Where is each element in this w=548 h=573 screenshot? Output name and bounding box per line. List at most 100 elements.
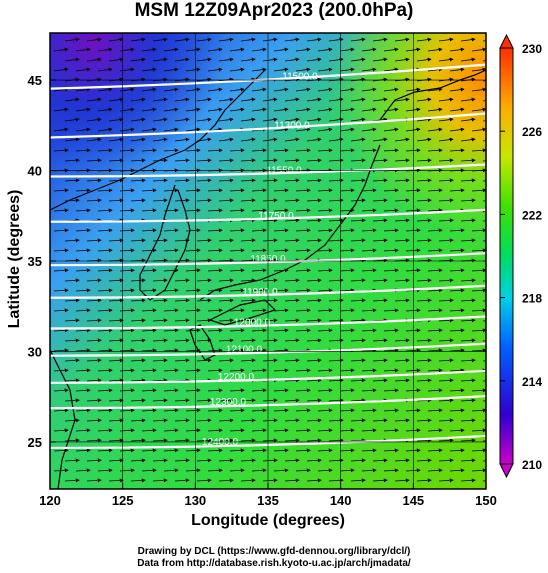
wind-arrow (394, 158, 410, 163)
wind-arrow (64, 37, 80, 42)
wind-arrow (86, 37, 102, 42)
wind-arrow (75, 87, 91, 92)
wind-arrow (130, 278, 146, 283)
wind-arrow (449, 468, 465, 473)
wind-arrow (427, 87, 443, 92)
wind-arrow (185, 148, 201, 153)
wind-arrow (284, 418, 300, 423)
wind-arrow (339, 268, 355, 273)
contour-label: 12100.0 (226, 345, 263, 356)
wind-arrow (339, 127, 355, 132)
wind-arrow (86, 158, 102, 163)
wind-arrow (53, 368, 69, 373)
grid-lines (50, 33, 486, 489)
wind-arrow (218, 117, 234, 122)
wind-arrow (97, 288, 113, 293)
wind-arrow (251, 47, 267, 52)
wind-arrow (207, 47, 223, 52)
wind-arrow (416, 218, 432, 223)
wind-arrow (163, 268, 179, 273)
wind-arrow (97, 348, 113, 353)
wind-arrow (163, 468, 179, 473)
wind-arrow (86, 137, 102, 142)
wind-arrow (218, 57, 234, 62)
wind-arrow (185, 468, 201, 473)
wind-arrow (229, 348, 245, 353)
wind-arrow (108, 458, 124, 463)
wind-arrow (196, 117, 212, 122)
wind-arrow (295, 87, 311, 92)
wind-arrow (317, 107, 333, 112)
wind-arrow (405, 228, 421, 233)
colorbar-top-triangle (499, 33, 514, 49)
wind-arrow (86, 358, 102, 363)
wind-arrow (163, 428, 179, 433)
wind-arrow (207, 408, 223, 413)
wind-arrow (196, 158, 212, 163)
wind-arrow (273, 348, 289, 353)
wind-arrow (339, 408, 355, 413)
wind-arrow (86, 458, 102, 463)
wind-arrow (372, 198, 388, 203)
wind-arrow (317, 388, 333, 393)
wind-arrow (119, 228, 135, 233)
wind-arrow (64, 318, 80, 323)
wind-arrow (196, 57, 212, 62)
wind-arrow (152, 117, 168, 122)
wind-arrow (75, 148, 91, 153)
wind-arrow (394, 458, 410, 463)
wind-arrow (196, 318, 212, 323)
wind-arrow (152, 378, 168, 383)
wind-arrow (471, 428, 486, 433)
wind-arrow (427, 248, 443, 253)
wind-arrow (218, 438, 234, 443)
wind-arrow (284, 158, 300, 163)
wind-arrow (460, 137, 476, 142)
contour-label: 11300.0 (274, 120, 310, 131)
wind-arrow (174, 438, 190, 443)
wind-arrow (405, 448, 421, 453)
wind-arrow (207, 67, 223, 72)
wind-arrow (141, 368, 157, 373)
wind-arrow (64, 438, 80, 443)
wind-arrow (383, 348, 399, 353)
wind-arrow (449, 107, 465, 112)
wind-arrow (394, 97, 410, 102)
wind-arrow (284, 97, 300, 102)
wind-arrow (361, 87, 377, 92)
wind-arrow (163, 308, 179, 313)
wind-arrow (75, 328, 91, 333)
wind-arrow (405, 348, 421, 353)
wind-arrow (471, 127, 486, 132)
wind-arrow (295, 468, 311, 473)
wind-arrow (284, 378, 300, 383)
wind-arrow (130, 438, 146, 443)
wind-arrow (119, 148, 135, 153)
wind-arrow (75, 368, 91, 373)
wind-arrow (174, 178, 190, 183)
wind-arrow (64, 298, 80, 303)
wind-arrow (251, 328, 267, 333)
wind-arrow (64, 158, 80, 163)
wind-arrow (372, 178, 388, 183)
wind-arrow (317, 428, 333, 433)
wind-arrow (350, 418, 366, 423)
wind-arrow (438, 298, 454, 303)
wind-arrow (339, 368, 355, 373)
wind-arrow (295, 47, 311, 52)
wind-arrow (185, 448, 201, 453)
wind-arrow (141, 328, 157, 333)
wind-arrow (438, 198, 454, 203)
wind-arrow (86, 338, 102, 343)
wind-arrow (372, 37, 388, 42)
wind-arrow (163, 288, 179, 293)
wind-arrow (460, 57, 476, 62)
wind-arrow (196, 358, 212, 363)
x-tick-label: 130 (184, 493, 206, 508)
wind-arrow (53, 268, 69, 273)
wind-arrow (218, 198, 234, 203)
wind-arrow (185, 208, 201, 213)
wind-arrow (141, 248, 157, 253)
wind-arrow (262, 318, 278, 323)
wind-arrow (372, 478, 388, 483)
